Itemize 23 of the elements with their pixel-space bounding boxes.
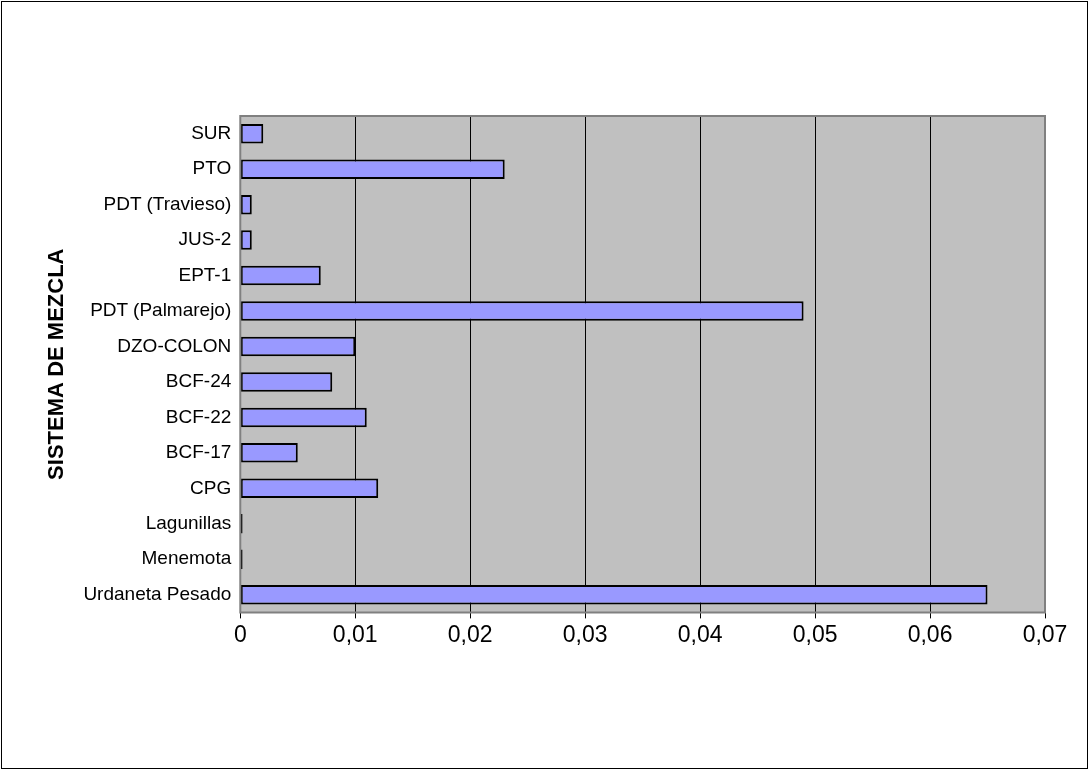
x-tick-label: 0,03 — [562, 620, 608, 647]
x-tick-label: 0,07 — [1022, 620, 1068, 647]
x-tick-label: 0,01 — [332, 620, 378, 647]
y-tick-label: BCF-22 — [165, 405, 232, 427]
y-tick-label: Urdaneta Pesado — [83, 582, 232, 604]
x-tick-label: 0,06 — [907, 620, 953, 647]
y-tick-label: Lagunillas — [145, 511, 232, 533]
x-tick-label: 0,02 — [447, 620, 493, 647]
y-tick-label: PDT (Palmarejo) — [90, 299, 232, 321]
y-tick-label: CPG — [190, 476, 232, 498]
y-tick-label: BCF-24 — [165, 370, 232, 392]
x-tick-label: 0,04 — [677, 620, 723, 647]
y-tick-label: PTO — [192, 157, 232, 179]
y-tick-label: JUS-2 — [178, 228, 232, 250]
y-tick-label: Menemota — [141, 547, 232, 569]
y-tick-label: EPT-1 — [178, 263, 232, 285]
y-axis-title: SISTEMA DE MEZCLA — [43, 248, 69, 480]
x-tick-label: 0,05 — [792, 620, 838, 647]
y-tick-label: DZO-COLON — [117, 334, 232, 356]
y-tick-label: BCF-17 — [165, 441, 232, 463]
x-tick-label: 0 — [233, 620, 247, 647]
y-tick-label: SUR — [191, 121, 232, 143]
y-tick-label: PDT (Travieso) — [103, 192, 232, 214]
